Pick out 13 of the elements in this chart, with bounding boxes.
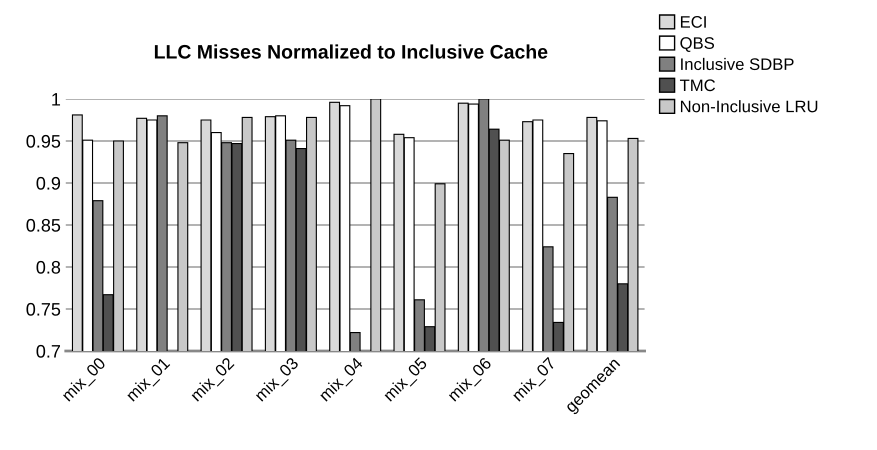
legend-label: Inclusive SDBP <box>681 58 794 70</box>
y-tick-label: 0.75 <box>26 302 60 316</box>
legend-label: QBS <box>680 37 714 52</box>
legend-label: Non-Inclusive LRU <box>680 100 818 112</box>
legend-label: TMC <box>680 79 716 92</box>
legend-label: ECI <box>680 16 706 28</box>
chart-title: LLC Misses Normalized to Inclusive Cache <box>154 44 548 59</box>
y-tick-label: 0.95 <box>26 134 60 148</box>
y-tick-label: 0.8 <box>36 260 60 274</box>
y-tick-label: 0.7 <box>36 344 60 358</box>
y-tick-label: 1 <box>52 93 60 106</box>
y-tick-label: 0.9 <box>36 176 60 190</box>
y-tick-label: 0.85 <box>26 218 60 232</box>
